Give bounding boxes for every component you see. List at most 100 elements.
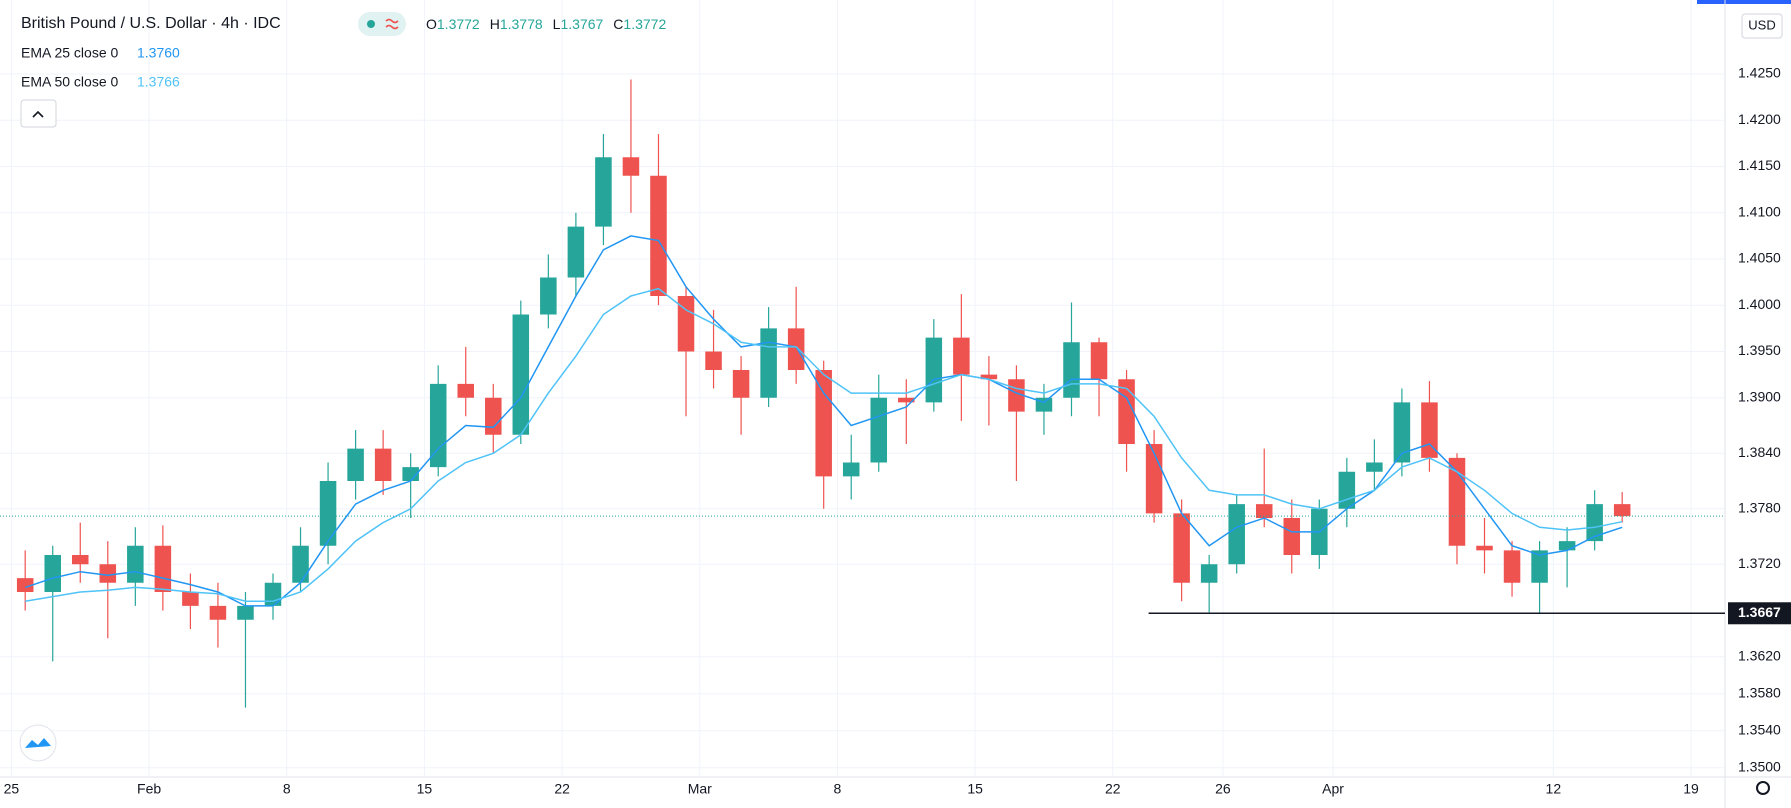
candle-body [1531, 550, 1548, 583]
legend-value: 1.3760 [137, 45, 180, 61]
logo[interactable] [19, 724, 57, 762]
ohlc-letter: C [613, 16, 623, 32]
y-tick-label: 1.3950 [1738, 342, 1781, 358]
candle-body [815, 370, 832, 477]
status-icon [385, 18, 399, 30]
candle-body [154, 545, 172, 592]
ohlc-value: 1.3772 [623, 16, 666, 32]
y-tick-label: 1.3900 [1738, 388, 1781, 404]
ema-line [24, 235, 1623, 607]
x-tick-label: 15 [967, 781, 983, 797]
candle-body [72, 555, 89, 565]
candle-body [567, 226, 585, 278]
y-tick-label: 1.4050 [1738, 250, 1781, 266]
candle-body [1421, 402, 1438, 458]
status-pill[interactable] [358, 12, 406, 36]
ohlc-letter: L [553, 16, 561, 32]
candle-body [540, 277, 557, 315]
candle-body [677, 296, 695, 352]
legend-value: 1.3766 [137, 74, 180, 90]
candle-body [485, 397, 502, 435]
x-tick-label: 22 [1105, 781, 1121, 797]
candle-body [787, 328, 805, 370]
candle-body [650, 175, 667, 296]
settings-icon[interactable] [1756, 781, 1770, 795]
candle-body [622, 157, 640, 176]
ohlc-letter: H [490, 16, 500, 32]
y-tick-label: 1.3720 [1738, 555, 1781, 571]
chart-title: British Pound / U.S. Dollar · 4h · IDC [21, 15, 281, 32]
x-tick-label: 15 [417, 781, 433, 797]
x-tick-label: Feb [137, 781, 161, 797]
candle-body [925, 337, 943, 403]
x-tick-label: 22 [554, 781, 570, 797]
legend-name: EMA 50 close 0 [21, 74, 118, 90]
candle-body [1255, 504, 1273, 518]
plot-area [0, 0, 1725, 777]
candle-body [1366, 462, 1383, 472]
logo-icon [25, 738, 51, 748]
candle-body [1173, 513, 1190, 583]
candle-body [1503, 550, 1521, 583]
candle-body [182, 592, 199, 606]
x-tick-label: 8 [834, 781, 842, 797]
candle-body [512, 314, 530, 435]
candle-body [44, 555, 61, 592]
ohlc-value: 1.3778 [500, 16, 543, 32]
y-tick-label: 1.4000 [1738, 296, 1781, 312]
x-tick-label: Mar [688, 781, 712, 797]
currency: USD [1748, 17, 1775, 32]
candle-body [870, 397, 888, 463]
candle-body [1283, 518, 1301, 555]
candle-body [705, 351, 722, 370]
ema-line [25, 287, 1623, 602]
candle-body [127, 545, 144, 583]
candle-body [457, 383, 475, 398]
candle-body [1228, 504, 1245, 565]
ohlc-letter: O [426, 16, 437, 32]
y-tick-label: 1.4200 [1738, 111, 1781, 127]
candle-body [374, 448, 392, 481]
candle-body [1613, 504, 1631, 517]
candle-body [1090, 342, 1108, 380]
y-tick-label: 1.3780 [1738, 499, 1781, 515]
legend-name: EMA 25 close 0 [21, 45, 118, 61]
candle-body [1476, 545, 1493, 551]
candle-body [402, 467, 419, 481]
x-tick-label: 25 [4, 781, 20, 797]
candle-body [980, 374, 998, 380]
candle-body [1338, 471, 1356, 509]
ohlc-value: 1.3767 [560, 16, 603, 32]
candle-body [209, 605, 227, 620]
y-tick-label: 1.3500 [1738, 758, 1781, 774]
candle-body [99, 564, 117, 583]
x-tick-label: Apr [1322, 781, 1344, 797]
candle-body [237, 605, 254, 620]
candle-body [1558, 541, 1576, 551]
y-tick-label: 1.3840 [1738, 444, 1781, 460]
candle-body [1393, 402, 1411, 463]
top-accent [1697, 0, 1791, 4]
y-tick-label: 1.4250 [1738, 65, 1781, 81]
currency-box[interactable] [1741, 13, 1783, 39]
candle-body [760, 328, 777, 398]
ohlc-readout: O1.3772 H1.3778 L1.3767 C1.3772 [426, 16, 666, 32]
candle-body [16, 578, 34, 592]
candle-body [1448, 457, 1466, 546]
y-tick-label: 1.3620 [1738, 647, 1781, 663]
x-tick-label: 12 [1546, 781, 1562, 797]
candle-body [1063, 342, 1080, 398]
y-tick-label: 1.4150 [1738, 157, 1781, 173]
support-label: 1.3667 [1738, 604, 1781, 620]
candle-body [292, 545, 309, 583]
x-tick-label: 26 [1215, 781, 1231, 797]
x-tick-label: 19 [1683, 781, 1699, 797]
y-tick-label: 1.3580 [1738, 684, 1781, 700]
candle-body [264, 582, 282, 606]
candle-body [1586, 504, 1603, 542]
candle-body [842, 462, 860, 477]
candle-body [319, 481, 337, 546]
ohlc-value: 1.3772 [437, 16, 480, 32]
candle-body [429, 383, 447, 468]
